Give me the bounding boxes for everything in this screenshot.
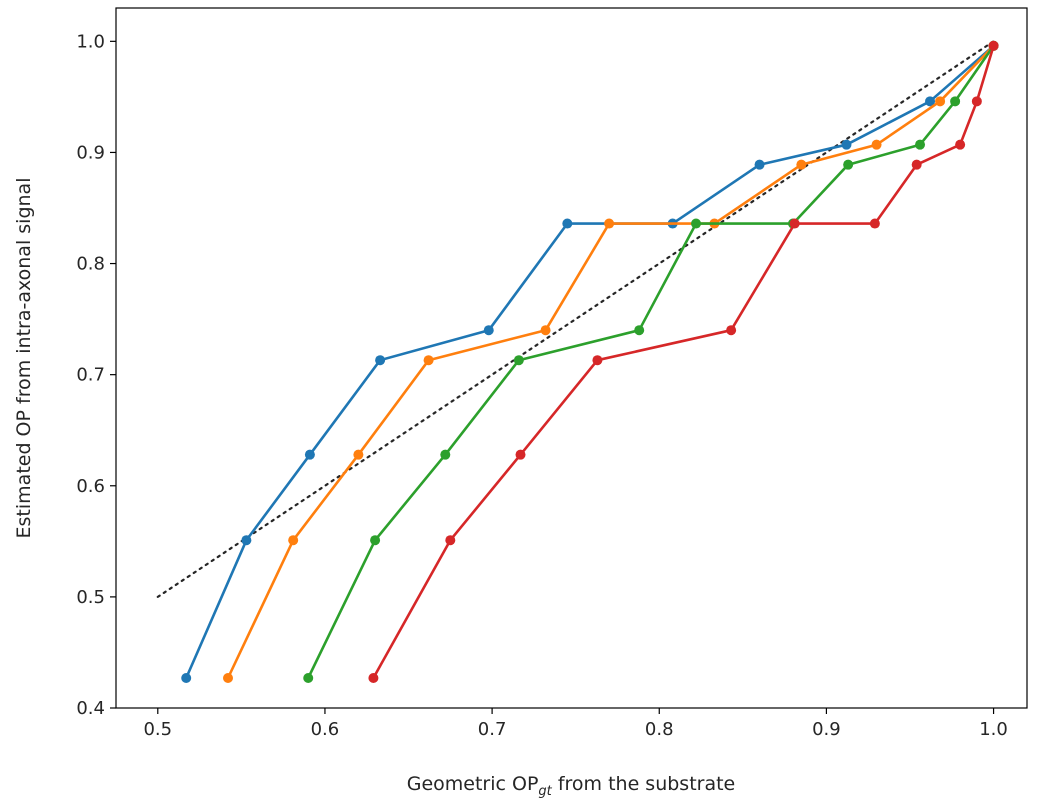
series-1 <box>181 40 999 683</box>
data-point <box>789 218 800 229</box>
y-tick-label: 1.0 <box>76 31 105 52</box>
data-point <box>726 325 737 336</box>
data-point <box>754 159 765 170</box>
data-point <box>303 673 314 683</box>
x-axis-label: Geometric OPgt from the substrate <box>407 773 736 799</box>
data-point <box>445 535 456 546</box>
x-tick-label: 0.5 <box>143 719 172 740</box>
axes-frame <box>115 7 1028 709</box>
data-point <box>950 96 961 107</box>
data-point <box>911 159 922 170</box>
series-4 <box>368 40 999 683</box>
x-tick-label: 1.0 <box>979 719 1008 740</box>
data-point <box>925 96 936 107</box>
y-axis-label: Estimated OP from intra-axonal signal <box>13 178 35 539</box>
data-point <box>691 218 702 229</box>
y-tick-label: 0.7 <box>76 365 105 386</box>
data-point <box>222 673 233 683</box>
data-point <box>515 449 526 460</box>
y-tick-label: 0.4 <box>76 698 105 719</box>
x-tick-label: 0.9 <box>812 719 841 740</box>
data-point <box>440 449 451 460</box>
data-point <box>513 355 524 366</box>
data-point <box>368 673 379 683</box>
data-point <box>634 325 645 336</box>
data-point <box>592 355 603 366</box>
y-tick-label: 0.9 <box>76 142 105 163</box>
data-point <box>181 673 192 683</box>
data-point <box>353 449 364 460</box>
y-tick-label: 0.8 <box>76 254 105 275</box>
plot-area <box>156 40 999 683</box>
y-tick-label: 0.5 <box>76 587 105 608</box>
data-point <box>304 449 315 460</box>
data-point <box>288 535 299 546</box>
data-point <box>483 325 494 336</box>
data-point <box>955 139 966 150</box>
data-point <box>971 96 982 107</box>
data-point <box>241 535 252 546</box>
data-point <box>540 325 551 336</box>
data-point <box>841 139 852 150</box>
x-tick-label: 0.7 <box>478 719 507 740</box>
x-tick-label: 0.8 <box>645 719 674 740</box>
data-point <box>604 218 615 229</box>
data-point <box>843 159 854 170</box>
data-point <box>370 535 381 546</box>
data-point <box>796 159 807 170</box>
data-point <box>935 96 946 107</box>
y-axis-ticks: 0.4 0.5 0.6 0.7 0.8 0.9 1.0 <box>76 31 116 719</box>
data-point <box>375 355 386 366</box>
y-tick-label: 0.6 <box>76 476 105 497</box>
x-axis-ticks: 0.5 0.6 0.7 0.8 0.9 1.0 <box>143 708 1008 740</box>
x-tick-label: 0.6 <box>311 719 340 740</box>
data-point <box>869 218 880 229</box>
reference-line <box>156 40 995 598</box>
data-point <box>988 40 999 51</box>
data-point <box>423 355 434 366</box>
data-point <box>915 139 926 150</box>
data-point <box>562 218 573 229</box>
data-point <box>871 139 882 150</box>
